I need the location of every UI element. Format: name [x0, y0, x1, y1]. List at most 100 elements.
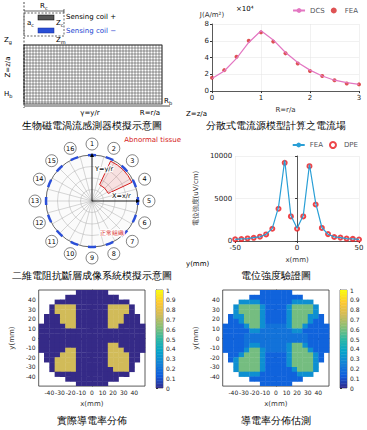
svg-text:R=r/a: R=r/a [140, 109, 160, 117]
svg-text:0.7: 0.7 [166, 316, 176, 323]
svg-text:0.5: 0.5 [166, 336, 176, 343]
svg-text:6: 6 [143, 219, 147, 227]
svg-text:0.8: 0.8 [350, 306, 360, 313]
svg-text:DCS: DCS [310, 7, 325, 15]
svg-text:ac: ac [27, 19, 34, 28]
svg-text:0.2: 0.2 [350, 365, 360, 372]
svg-text:50: 50 [355, 244, 364, 252]
svg-text:6: 6 [205, 37, 210, 45]
svg-text:x(mm): x(mm) [80, 400, 104, 408]
svg-text:0: 0 [210, 94, 214, 102]
svg-text:10: 10 [66, 250, 74, 258]
svg-text:-20: -20 [210, 354, 220, 361]
svg-text:10: 10 [99, 389, 107, 396]
svg-text:20: 20 [109, 389, 117, 396]
svg-text:-10: -10 [76, 389, 86, 396]
svg-text:2: 2 [112, 145, 116, 153]
svg-text:10000: 10000 [210, 152, 232, 160]
svg-text:0.7: 0.7 [350, 316, 360, 323]
svg-text:-50: -50 [229, 244, 240, 252]
svg-text:40: 40 [28, 296, 36, 303]
svg-text:0.2: 0.2 [166, 365, 176, 372]
svg-text:-20: -20 [26, 354, 36, 361]
svg-text:0.4: 0.4 [166, 345, 176, 352]
svg-text:Rc: Rc [40, 2, 48, 11]
svg-text:2: 2 [308, 94, 312, 102]
svg-text:0.5: 0.5 [350, 336, 360, 343]
svg-text:1: 1 [166, 287, 170, 294]
svg-text:0: 0 [166, 385, 170, 392]
svg-text:8: 8 [205, 20, 209, 28]
svg-text:0: 0 [274, 389, 278, 396]
svg-text:x(mm): x(mm) [285, 256, 309, 264]
svg-text:-30: -30 [55, 389, 65, 396]
svg-text:Zc: Zc [56, 19, 64, 28]
svg-text:-40: -40 [44, 389, 54, 396]
svg-text:-40: -40 [26, 373, 36, 380]
svg-text:Hb: Hb [4, 90, 12, 99]
svg-text:0.3: 0.3 [166, 355, 176, 362]
svg-text:40: 40 [212, 296, 220, 303]
svg-text:x(mm): x(mm) [264, 400, 288, 408]
svg-text:0: 0 [350, 385, 354, 392]
svg-text:0.8: 0.8 [166, 306, 176, 313]
svg-text:y(mm): y(mm) [186, 260, 210, 268]
svg-text:-10: -10 [210, 344, 220, 351]
svg-text:8: 8 [112, 250, 116, 258]
svg-text:30: 30 [212, 306, 220, 313]
svg-text:-40: -40 [228, 389, 238, 396]
svg-text:3: 3 [357, 94, 361, 102]
svg-text:4: 4 [143, 175, 147, 183]
svg-text:7: 7 [130, 238, 134, 246]
svg-text:FEA: FEA [310, 141, 323, 149]
svg-text:J(A/m²): J(A/m²) [199, 11, 225, 19]
svg-text:10: 10 [28, 325, 36, 332]
svg-text:11: 11 [48, 238, 56, 246]
svg-text:正常組織: 正常組織 [100, 229, 124, 236]
svg-text:2: 2 [205, 70, 209, 78]
svg-text:y(mm): y(mm) [8, 326, 16, 350]
svg-text:20: 20 [212, 315, 220, 322]
svg-text:30: 30 [304, 389, 312, 396]
svg-text:Abnormal tissue: Abnormal tissue [124, 136, 181, 144]
svg-text:Sensing coil +: Sensing coil + [66, 13, 116, 21]
svg-text:-40: -40 [210, 373, 220, 380]
svg-text:0.4: 0.4 [350, 345, 360, 352]
svg-text:0: 0 [90, 389, 94, 396]
svg-text:X=x/r: X=x/r [112, 192, 131, 200]
svg-text:1: 1 [350, 287, 354, 294]
svg-text:0.3: 0.3 [350, 355, 360, 362]
svg-text:12: 12 [35, 219, 43, 227]
svg-text:0: 0 [32, 335, 36, 342]
svg-text:γ=y/r: γ=y/r [80, 109, 100, 117]
svg-text:15: 15 [48, 157, 56, 165]
svg-text:-10: -10 [26, 344, 36, 351]
svg-text:Zg: Zg [4, 36, 12, 46]
svg-text:0.1: 0.1 [166, 375, 176, 382]
svg-text:4: 4 [205, 54, 210, 62]
svg-text:0: 0 [205, 87, 209, 95]
svg-text:0.9: 0.9 [350, 296, 360, 303]
svg-text:Sensing coil −: Sensing coil − [66, 27, 116, 35]
svg-text:Zm: Zm [56, 36, 66, 45]
svg-text:FEA: FEA [345, 7, 358, 15]
svg-text:Z=z/a: Z=z/a [4, 57, 12, 78]
svg-text:×10⁴: ×10⁴ [236, 5, 254, 13]
svg-text:3: 3 [130, 157, 134, 165]
svg-text:30: 30 [28, 306, 36, 313]
svg-text:-10: -10 [260, 389, 270, 396]
svg-text:0.9: 0.9 [166, 296, 176, 303]
svg-text:Rb: Rb [164, 97, 172, 106]
svg-text:5: 5 [147, 197, 151, 205]
svg-text:20: 20 [293, 389, 301, 396]
svg-text:14: 14 [35, 175, 43, 183]
svg-text:40: 40 [131, 389, 139, 396]
svg-text:10: 10 [212, 325, 220, 332]
svg-text:R=r/a: R=r/a [275, 106, 295, 114]
svg-text:0.6: 0.6 [166, 326, 176, 333]
svg-text:13: 13 [31, 197, 39, 205]
svg-text:40: 40 [315, 389, 323, 396]
svg-text:5000: 5000 [214, 195, 232, 203]
svg-text:-30: -30 [239, 389, 249, 396]
svg-text:-20: -20 [250, 389, 260, 396]
